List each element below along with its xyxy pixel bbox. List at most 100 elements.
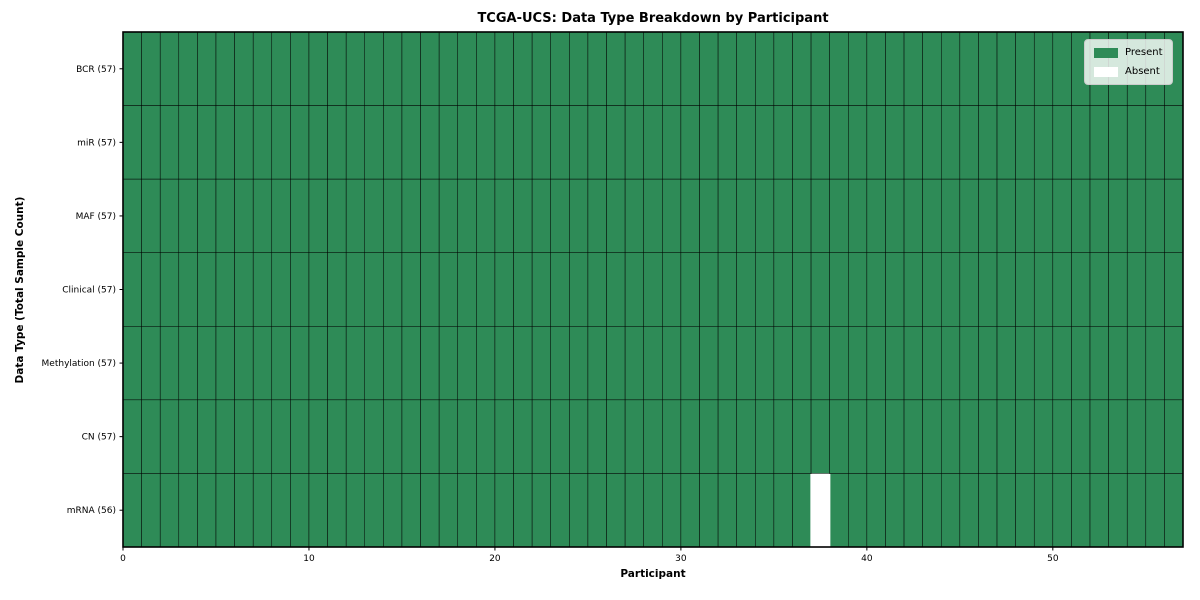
- matrix-cell-present: [401, 252, 421, 327]
- matrix-cell-present: [1015, 105, 1035, 180]
- matrix-cell-present: [959, 31, 979, 106]
- matrix-cell-present: [792, 473, 812, 548]
- y-tick-label: MAF (57): [76, 212, 116, 222]
- matrix-cell-present: [922, 178, 942, 253]
- matrix-cell-present: [848, 399, 868, 474]
- matrix-cell-present: [996, 31, 1016, 106]
- matrix-cell-present: [792, 31, 812, 106]
- matrix-cell-present: [643, 326, 663, 401]
- matrix-cell-present: [699, 473, 719, 548]
- legend: Present Absent: [1084, 39, 1173, 85]
- x-tick-label: 50: [1047, 554, 1059, 564]
- matrix-cell-present: [327, 399, 347, 474]
- matrix-cell-present: [699, 252, 719, 327]
- matrix-cell-present: [420, 252, 440, 327]
- matrix-cell-present: [197, 252, 217, 327]
- matrix-cell-present: [531, 105, 551, 180]
- matrix-cell-present: [271, 178, 291, 253]
- matrix-cell-present: [643, 473, 663, 548]
- matrix-cell-present: [848, 178, 868, 253]
- matrix-cell-present: [178, 105, 198, 180]
- matrix-cell-present: [569, 399, 589, 474]
- matrix-cell-present: [680, 326, 700, 401]
- matrix-cell-present: [996, 105, 1016, 180]
- matrix-cell-present: [885, 178, 905, 253]
- matrix-cell-present: [122, 252, 142, 327]
- matrix-cell-present: [606, 326, 626, 401]
- matrix-cell-present: [1015, 252, 1035, 327]
- matrix-cell-present: [513, 31, 533, 106]
- matrix-cell-present: [829, 399, 849, 474]
- matrix-cell-present: [234, 31, 254, 106]
- matrix-cell-present: [420, 399, 440, 474]
- matrix-cell-present: [345, 399, 366, 474]
- matrix-cell-present: [736, 473, 756, 548]
- matrix-cell-present: [234, 252, 254, 327]
- x-tick-label: 10: [303, 554, 315, 564]
- matrix-cell-present: [662, 399, 682, 474]
- matrix-cell-present: [531, 31, 551, 106]
- matrix-cell-present: [1145, 399, 1165, 474]
- matrix-cell-present: [736, 178, 756, 253]
- matrix-cell-present: [624, 473, 644, 548]
- matrix-cell-present: [1089, 252, 1109, 327]
- matrix-cell-present: [401, 31, 421, 106]
- matrix-cell-present: [178, 31, 198, 106]
- matrix-cell-present: [569, 473, 589, 548]
- matrix-cell-present: [978, 399, 998, 474]
- matrix-cell-present: [1015, 326, 1035, 401]
- matrix-cell-present: [717, 399, 737, 474]
- matrix-cell-present: [345, 105, 366, 180]
- matrix-cell-present: [643, 105, 663, 180]
- matrix-cell-present: [290, 31, 310, 106]
- matrix-cell-present: [1089, 326, 1109, 401]
- x-axis-label: Participant: [620, 568, 686, 580]
- matrix-cell-present: [810, 399, 830, 474]
- matrix-cell-present: [197, 31, 217, 106]
- matrix-cell-present: [122, 326, 142, 401]
- matrix-cell-present: [383, 326, 403, 401]
- matrix-cell-present: [587, 31, 607, 106]
- matrix-cell-present: [569, 178, 589, 253]
- matrix-cell-present: [383, 105, 403, 180]
- matrix-cell-present: [364, 326, 384, 401]
- matrix-cell-present: [866, 31, 886, 106]
- matrix-cell-present: [643, 31, 663, 106]
- matrix-cell-present: [159, 326, 180, 401]
- matrix-cell-present: [1033, 473, 1054, 548]
- matrix-cell-present: [345, 178, 366, 253]
- matrix-cell-present: [122, 473, 142, 548]
- matrix-cell-present: [1108, 252, 1128, 327]
- matrix-cell-present: [1071, 399, 1091, 474]
- matrix-cell-present: [959, 473, 979, 548]
- matrix-cell-present: [717, 252, 737, 327]
- matrix-cell-present: [606, 399, 626, 474]
- legend-label-absent: Absent: [1125, 66, 1160, 77]
- matrix-cell-present: [1033, 252, 1054, 327]
- matrix-cell-present: [606, 252, 626, 327]
- matrix-cell-present: [662, 31, 682, 106]
- matrix-cell-present: [345, 473, 366, 548]
- matrix-cell-present: [159, 31, 180, 106]
- matrix-cell-present: [252, 473, 273, 548]
- matrix-cell-present: [550, 473, 570, 548]
- matrix-cell-present: [550, 105, 570, 180]
- matrix-cell-present: [401, 178, 421, 253]
- matrix-cell-present: [792, 105, 812, 180]
- legend-swatch-absent-icon: [1094, 66, 1118, 77]
- matrix-cell-present: [159, 178, 180, 253]
- matrix-cell-present: [1145, 473, 1165, 548]
- matrix-cell-present: [290, 105, 310, 180]
- matrix-cell-present: [978, 105, 998, 180]
- matrix-cell-present: [922, 473, 942, 548]
- matrix-cell-present: [550, 31, 570, 106]
- matrix-cell-present: [829, 31, 849, 106]
- matrix-cell-present: [457, 399, 477, 474]
- matrix-cell-present: [513, 105, 533, 180]
- matrix-cell-present: [736, 399, 756, 474]
- matrix-cell-present: [271, 31, 291, 106]
- matrix-cell-present: [680, 31, 700, 106]
- y-tick-label: Methylation (57): [42, 359, 116, 369]
- matrix-cell-present: [792, 399, 812, 474]
